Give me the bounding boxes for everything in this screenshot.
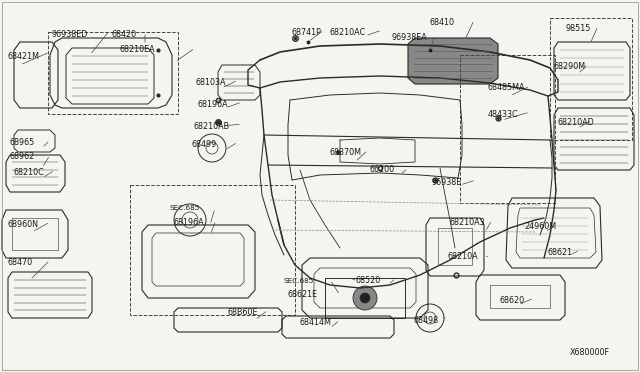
Text: SEC.685: SEC.685 [284, 278, 314, 284]
Text: 98515: 98515 [566, 24, 591, 33]
Bar [460, 55, 555, 203]
Text: 68103A: 68103A [195, 78, 225, 87]
Text: 68210C: 68210C [14, 168, 45, 177]
Text: SEC.685: SEC.685 [170, 205, 200, 211]
Text: 68520: 68520 [356, 276, 381, 285]
Circle shape [353, 286, 377, 310]
Text: 68421M: 68421M [8, 52, 40, 61]
Text: 68410: 68410 [430, 18, 455, 27]
Text: 68210A3: 68210A3 [450, 218, 486, 227]
Text: 96938E: 96938E [432, 178, 462, 187]
Text: 68210A: 68210A [448, 252, 479, 261]
Text: 68620: 68620 [500, 296, 525, 305]
Text: 68B60E: 68B60E [228, 308, 259, 317]
Text: 68485MA: 68485MA [488, 83, 525, 92]
Text: 68210EA: 68210EA [120, 45, 156, 54]
Text: 68420: 68420 [112, 30, 137, 39]
Text: 48433C: 48433C [488, 110, 518, 119]
Text: 68290M: 68290M [554, 62, 586, 71]
Text: 68621: 68621 [548, 248, 573, 257]
Circle shape [360, 293, 370, 303]
Text: 68414M: 68414M [300, 318, 332, 327]
Text: 68960N: 68960N [8, 220, 39, 229]
Text: 66200: 66200 [370, 165, 395, 174]
Bar [325, 278, 405, 318]
Bar [550, 18, 632, 140]
Text: 68470: 68470 [8, 258, 33, 267]
Text: 68741P: 68741P [292, 28, 322, 37]
Text: 24960M: 24960M [524, 222, 556, 231]
Text: 68210AC: 68210AC [330, 28, 366, 37]
Text: 68962: 68962 [10, 152, 35, 161]
Text: 68210AB: 68210AB [194, 122, 230, 131]
Text: 68499: 68499 [192, 140, 217, 149]
Bar [130, 185, 295, 315]
Text: 68370M: 68370M [330, 148, 362, 157]
Bar [48, 32, 178, 114]
Text: 68498: 68498 [414, 316, 439, 325]
Polygon shape [408, 38, 498, 84]
Text: 68196A: 68196A [198, 100, 228, 109]
Text: 68196A: 68196A [174, 218, 205, 227]
Text: 68965: 68965 [10, 138, 35, 147]
Text: 96938EA: 96938EA [392, 33, 428, 42]
Text: 96938ED: 96938ED [52, 30, 88, 39]
Text: X680000F: X680000F [570, 348, 610, 357]
Text: 68621E: 68621E [288, 290, 318, 299]
Text: 68210AD: 68210AD [558, 118, 595, 127]
